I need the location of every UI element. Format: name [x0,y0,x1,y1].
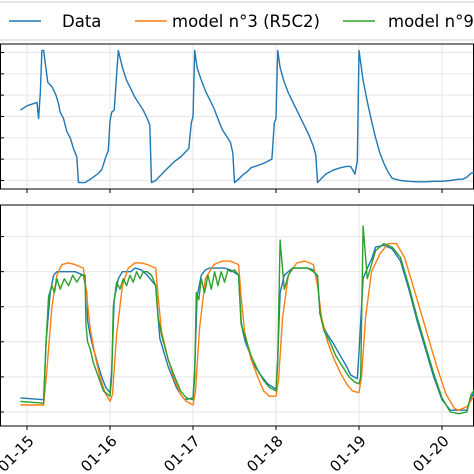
bottom-series-data [20,244,474,411]
x-tick-label: 01-18 [243,432,287,474]
top-series-data [20,49,474,184]
top-panel-ticks [0,52,443,193]
legend-label-model-9: model n°9 [388,12,474,31]
bottom-series-model-n-9 [20,225,474,415]
top-panel-grid [0,44,474,189]
legend-frame [0,1,474,41]
bottom-panel-series [20,225,474,415]
top-panel-series [20,49,474,184]
x-tick-label: 01-15 [0,432,38,474]
x-tick-label: 01-19 [326,432,370,474]
x-tick-label: 01-16 [77,432,121,474]
bottom-panel-ticks [0,236,443,430]
x-tick-label: 01-20 [409,432,453,474]
bottom-panel [0,204,474,430]
x-tick-label: 01-17 [160,432,204,474]
legend-label-model-3: model n°3 (R5C2) [172,12,320,31]
legend: Data model n°3 (R5C2) model n°9 [0,1,474,41]
bottom-series-model-n-3-r5c2 [20,242,474,411]
legend-label-data: Data [62,12,101,31]
x-tick-labels: 01-15 01-16 01-17 01-18 01-19 01-20 [0,432,453,474]
bottom-panel-grid [0,205,474,426]
top-panel [0,43,474,193]
bottom-panel-frame [0,204,474,427]
